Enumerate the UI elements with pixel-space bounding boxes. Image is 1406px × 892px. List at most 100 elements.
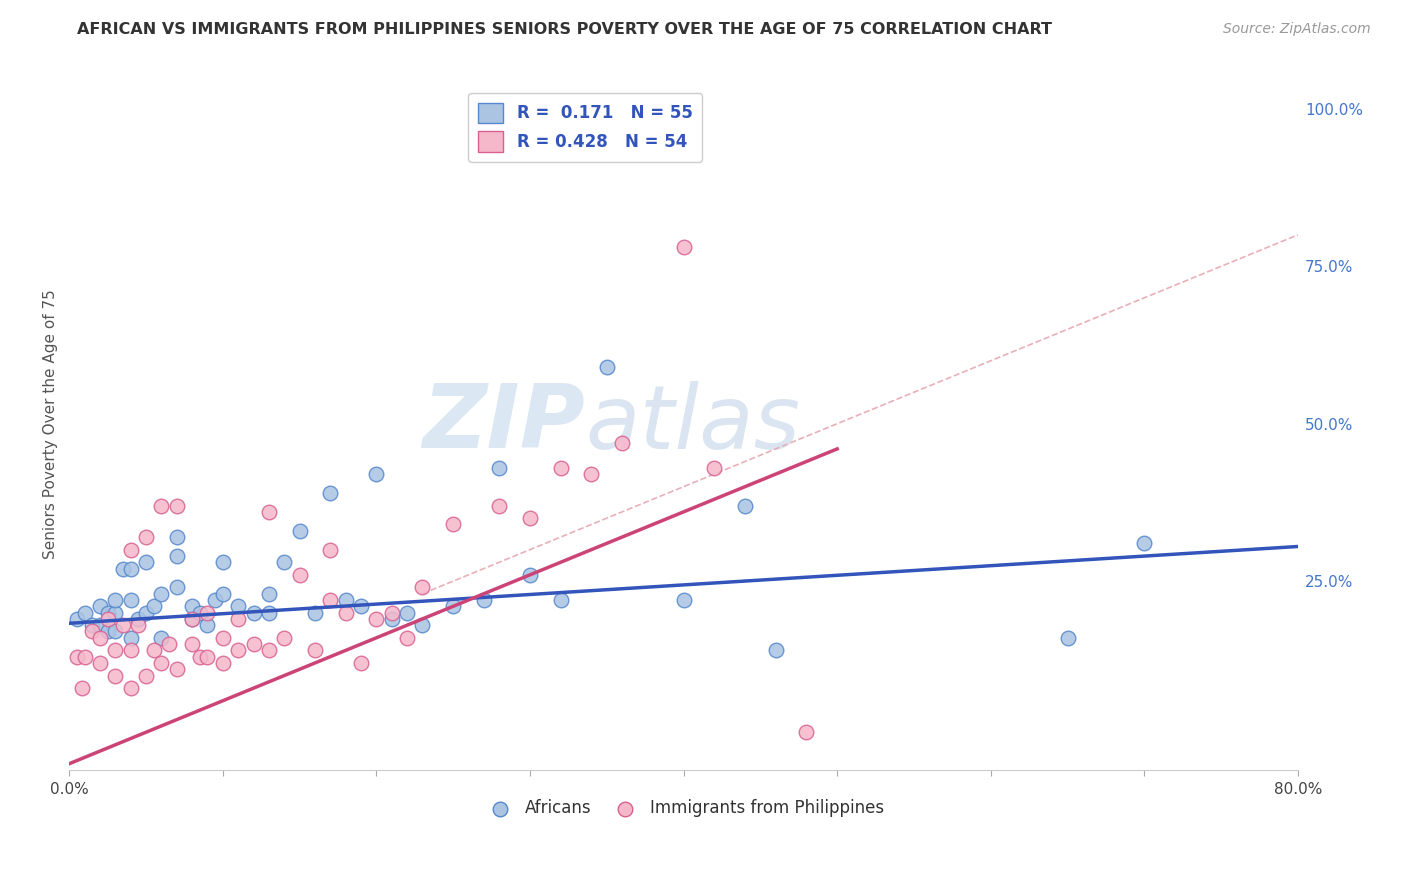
Point	[73, 649, 96, 664]
Point	[104, 668, 127, 682]
Point	[120, 542, 142, 557]
Point	[472, 593, 495, 607]
Point	[335, 606, 357, 620]
Point	[97, 606, 120, 620]
Point	[135, 555, 157, 569]
Point	[120, 681, 142, 695]
Y-axis label: Seniors Poverty Over the Age of 75: Seniors Poverty Over the Age of 75	[44, 289, 58, 558]
Point	[181, 637, 204, 651]
Point	[257, 606, 280, 620]
Point	[181, 599, 204, 614]
Point	[120, 561, 142, 575]
Point	[111, 618, 134, 632]
Point	[273, 555, 295, 569]
Point	[411, 618, 433, 632]
Point	[350, 656, 373, 670]
Point	[166, 549, 188, 563]
Point	[104, 606, 127, 620]
Point	[396, 606, 419, 620]
Point	[89, 618, 111, 632]
Point	[703, 460, 725, 475]
Point	[111, 561, 134, 575]
Point	[226, 643, 249, 657]
Point	[257, 587, 280, 601]
Point	[197, 649, 219, 664]
Point	[226, 612, 249, 626]
Point	[381, 606, 404, 620]
Point	[610, 435, 633, 450]
Point	[350, 599, 373, 614]
Point	[1133, 536, 1156, 550]
Point	[73, 606, 96, 620]
Point	[89, 599, 111, 614]
Point	[1056, 631, 1078, 645]
Point	[211, 631, 233, 645]
Point	[519, 567, 541, 582]
Point	[82, 618, 104, 632]
Text: AFRICAN VS IMMIGRANTS FROM PHILIPPINES SENIORS POVERTY OVER THE AGE OF 75 CORREL: AFRICAN VS IMMIGRANTS FROM PHILIPPINES S…	[77, 22, 1052, 37]
Point	[150, 656, 173, 670]
Point	[396, 631, 419, 645]
Point	[519, 511, 541, 525]
Point	[273, 631, 295, 645]
Point	[70, 681, 93, 695]
Point	[120, 643, 142, 657]
Point	[366, 612, 388, 626]
Point	[135, 530, 157, 544]
Point	[672, 240, 695, 254]
Point	[211, 555, 233, 569]
Point	[319, 486, 342, 500]
Point	[796, 725, 818, 739]
Point	[157, 637, 180, 651]
Point	[188, 606, 211, 620]
Point	[166, 499, 188, 513]
Point	[550, 460, 572, 475]
Point	[488, 460, 510, 475]
Point	[127, 618, 149, 632]
Point	[166, 530, 188, 544]
Point	[89, 631, 111, 645]
Point	[257, 505, 280, 519]
Point	[120, 593, 142, 607]
Point	[66, 649, 89, 664]
Point	[596, 359, 619, 374]
Point	[257, 643, 280, 657]
Point	[166, 662, 188, 676]
Point	[142, 599, 165, 614]
Point	[581, 467, 603, 481]
Text: ZIP: ZIP	[423, 380, 585, 467]
Point	[120, 631, 142, 645]
Point	[66, 612, 89, 626]
Point	[242, 606, 264, 620]
Point	[319, 542, 342, 557]
Point	[104, 643, 127, 657]
Point	[550, 593, 572, 607]
Point	[135, 606, 157, 620]
Point	[304, 643, 326, 657]
Point	[304, 606, 326, 620]
Point	[188, 649, 211, 664]
Point	[104, 624, 127, 639]
Point	[211, 587, 233, 601]
Point	[197, 618, 219, 632]
Point	[488, 499, 510, 513]
Point	[150, 631, 173, 645]
Point	[411, 581, 433, 595]
Point	[734, 499, 756, 513]
Point	[97, 612, 120, 626]
Point	[335, 593, 357, 607]
Point	[226, 599, 249, 614]
Point	[89, 656, 111, 670]
Point	[82, 624, 104, 639]
Point	[181, 612, 204, 626]
Text: atlas: atlas	[585, 381, 800, 467]
Point	[204, 593, 226, 607]
Point	[672, 593, 695, 607]
Point	[441, 599, 464, 614]
Point	[181, 612, 204, 626]
Point	[242, 637, 264, 651]
Point	[150, 499, 173, 513]
Point	[135, 668, 157, 682]
Point	[288, 567, 311, 582]
Point	[765, 643, 787, 657]
